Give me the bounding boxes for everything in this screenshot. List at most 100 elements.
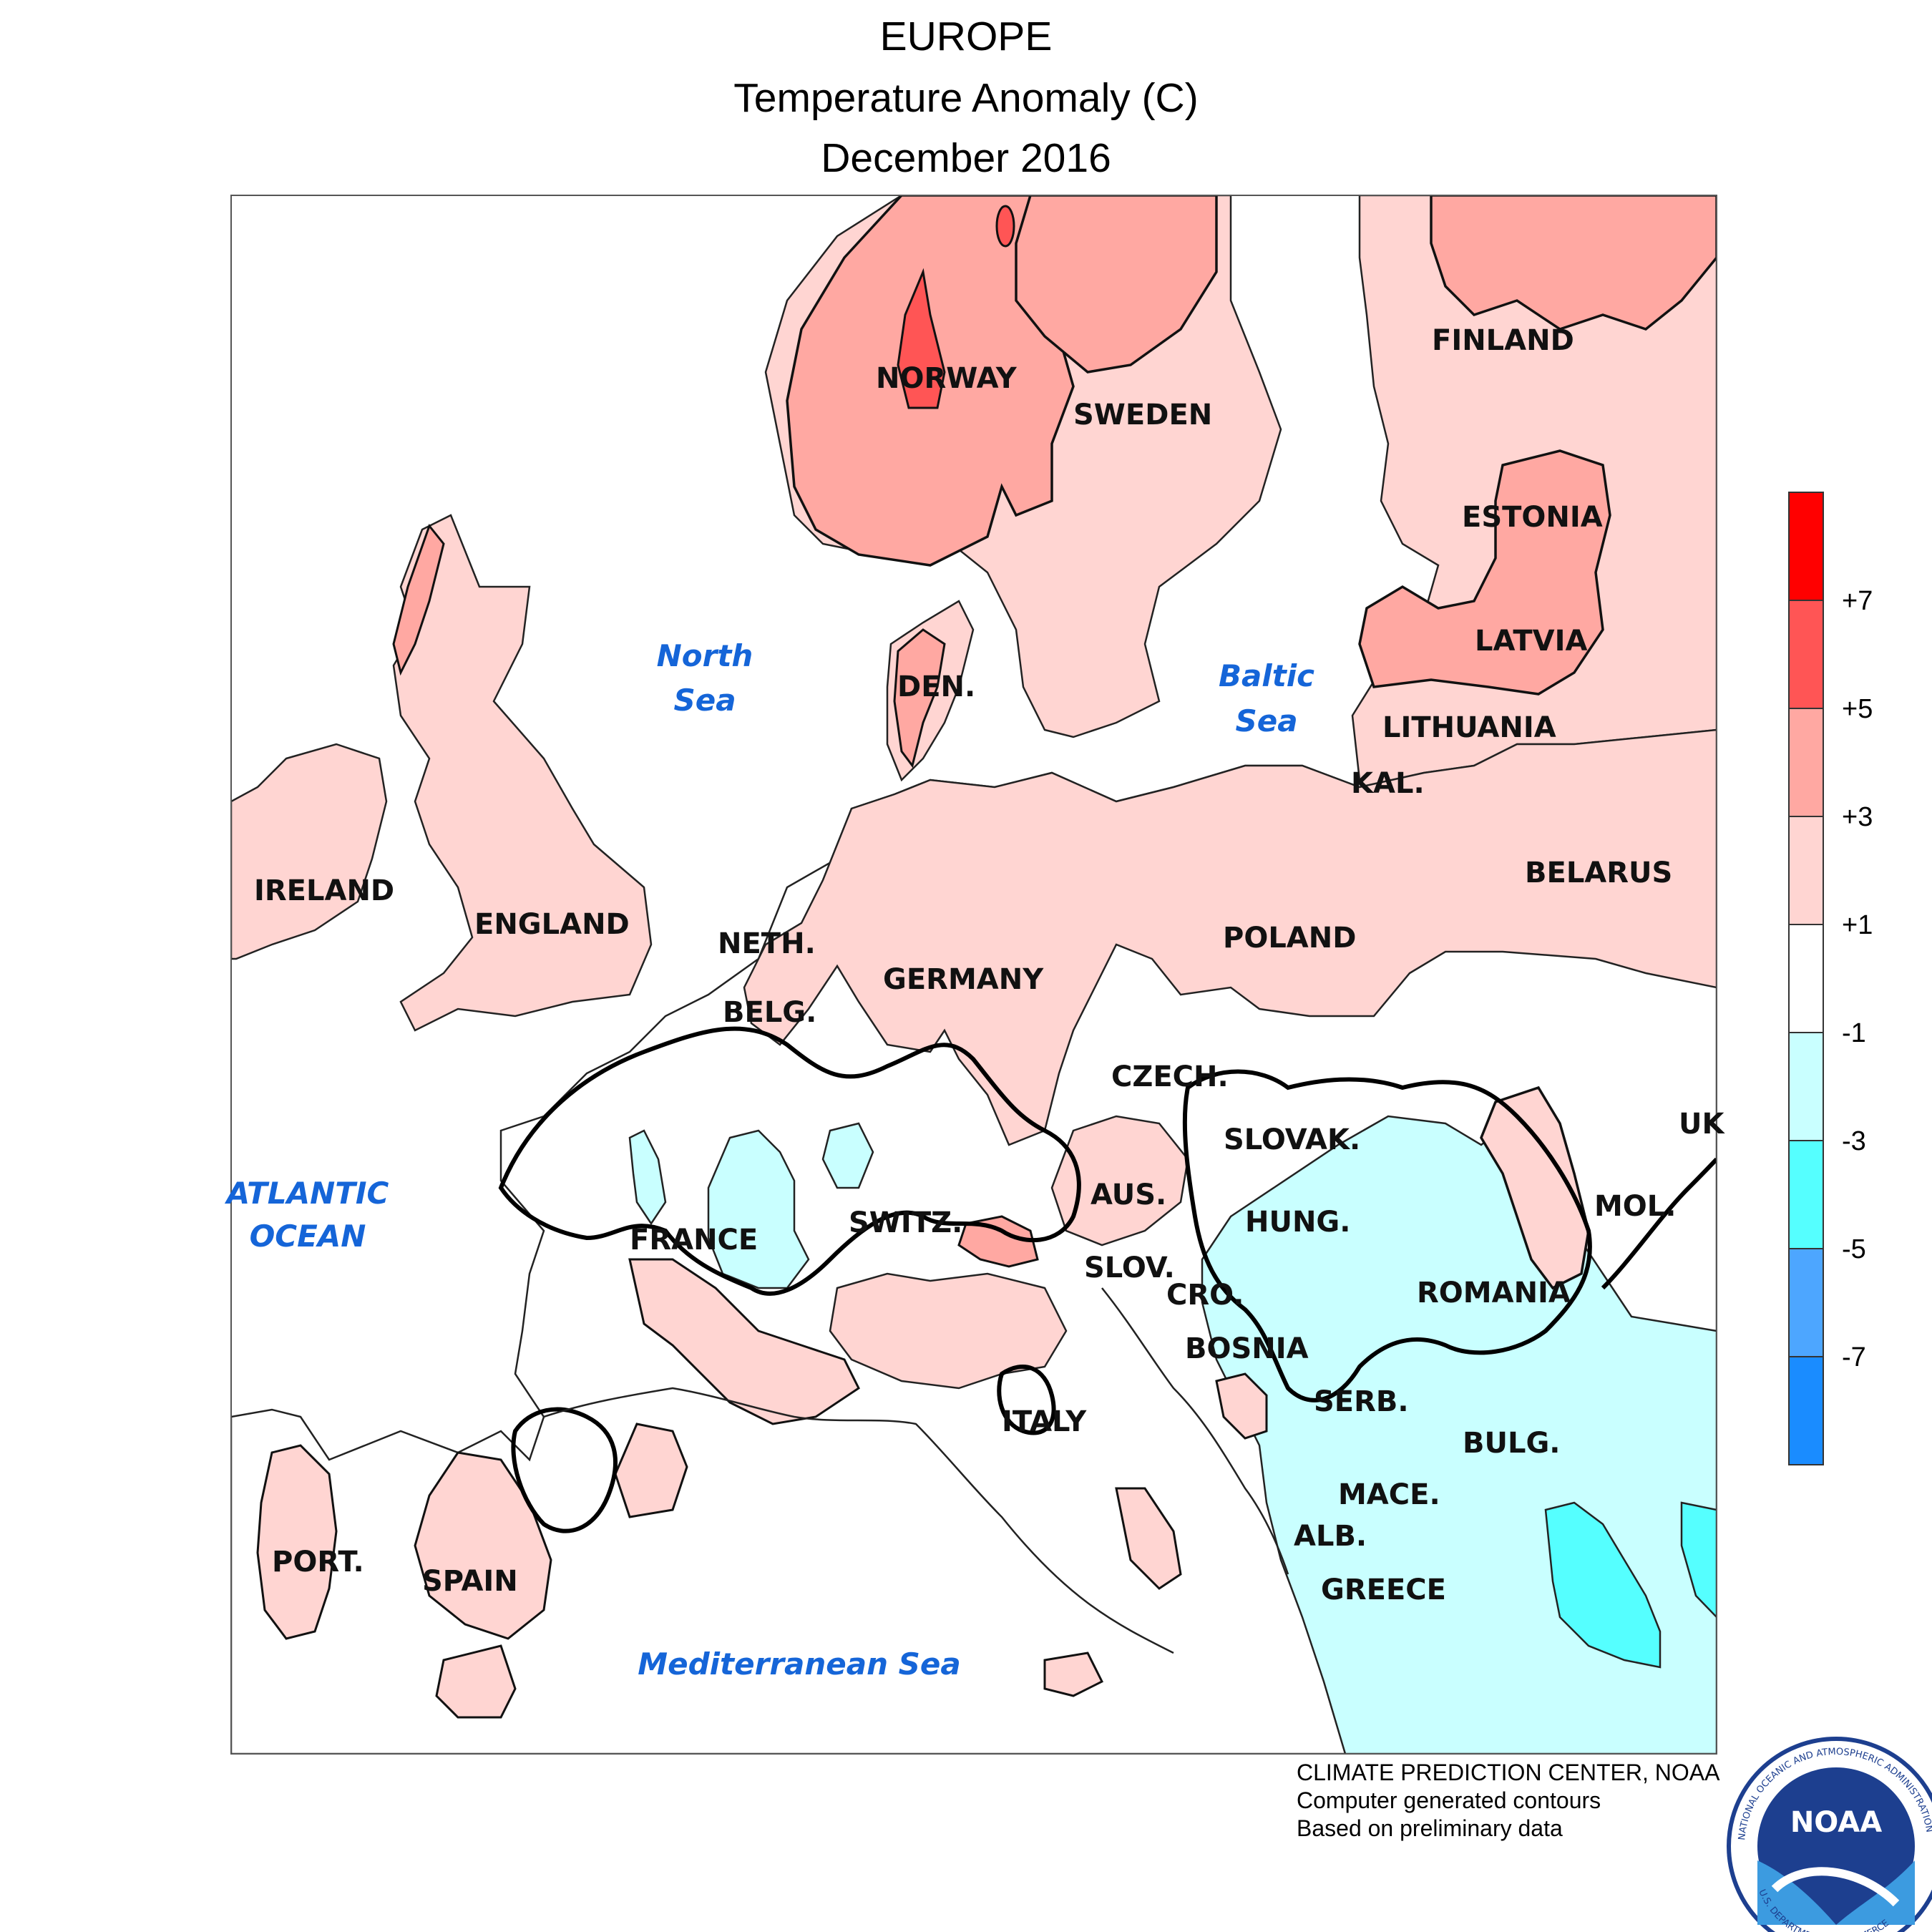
title-variable: Temperature Anomaly (C) [733, 75, 1199, 121]
anomaly-norway-hot-small [995, 205, 1015, 248]
anomaly-finland-warm [1430, 195, 1717, 331]
zero-contour-france [498, 1026, 1081, 1296]
anomaly-sweden-north-warm [1015, 195, 1218, 374]
label-greece: GREECE [1321, 1574, 1446, 1606]
anomaly-croatia-bosnia-warm [1215, 1372, 1268, 1440]
label-norway: NORWAY [876, 362, 1018, 395]
title-period: December 2016 [821, 135, 1111, 181]
legend-bin-7 [1789, 1249, 1823, 1357]
legend-bin-4 [1789, 924, 1823, 1033]
label-belarus: BELARUS [1525, 857, 1672, 889]
label-serb: SERB. [1314, 1385, 1409, 1418]
country-labels: NORWAY SWEDEN FINLAND ESTONIA LATVIA LIT… [254, 324, 1725, 1606]
label-north-sea-line2: Sea [673, 683, 736, 718]
label-sweden: SWEDEN [1073, 399, 1212, 431]
label-estonia: ESTONIA [1462, 501, 1603, 534]
map-frame [230, 195, 1717, 1755]
legend-bin-8 [1789, 1357, 1823, 1465]
label-czech: CZECH. [1111, 1060, 1229, 1093]
anomaly-aegean-cool [1544, 1501, 1662, 1669]
anomaly-sicily-warm [1043, 1652, 1104, 1697]
legend-tick-2: +3 [1842, 802, 1873, 832]
anomaly-scotland-warm [392, 523, 445, 676]
label-north-sea-line1: North [657, 638, 753, 673]
legend-tick-5: -3 [1842, 1126, 1866, 1156]
coastline-adriatic [1101, 1287, 1289, 1575]
anomaly-portugal-warm [256, 1444, 338, 1640]
label-mace: MACE. [1338, 1478, 1440, 1511]
anomaly-italy-south-warm [1115, 1487, 1182, 1590]
noaa-logo: NOAA NATIONAL OCEANIC AND ATMOSPHERIC AD… [1727, 1737, 1932, 1932]
label-finland: FINLAND [1432, 324, 1574, 357]
zero-contour-iberia [511, 1407, 618, 1533]
anomaly-baltic-warm [1358, 449, 1611, 696]
sea-labels: North Sea Baltic Sea ATLANTIC OCEAN Medi… [225, 638, 1314, 1682]
label-mol: MOL. [1594, 1190, 1677, 1223]
anomaly-denmark-warm [893, 628, 946, 769]
anomaly-romania-warm [1480, 1085, 1590, 1290]
label-england: ENGLAND [474, 908, 630, 941]
legend-bin-6 [1789, 1141, 1823, 1249]
land-great-britain [392, 514, 653, 1032]
legend-frame [1788, 492, 1824, 1465]
anomaly-france-warm-south [628, 1258, 860, 1425]
label-atlantic-line1: ATLANTIC [225, 1176, 389, 1211]
legend-colorbar: +7 +5 +3 +1 -1 -3 -5 -7 [1788, 492, 1873, 1465]
legend-tick-3: +1 [1842, 910, 1873, 940]
anomaly-austria-warm [1050, 1115, 1189, 1246]
legend-bin-3 [1789, 816, 1823, 924]
label-slov: SLOV. [1084, 1252, 1175, 1284]
label-atlantic-line2: OCEAN [250, 1219, 366, 1254]
label-bulg: BULG. [1463, 1427, 1560, 1460]
anomaly-norway-hot [897, 268, 946, 409]
legend-tick-4: -1 [1842, 1018, 1866, 1048]
zero-contour-balkans [1182, 1069, 1592, 1402]
label-switz: SWITZ. [849, 1206, 962, 1239]
label-latvia: LATVIA [1475, 625, 1587, 658]
land-ireland [231, 743, 388, 960]
anomaly-central-france-cool [707, 1129, 810, 1289]
label-romania: ROMANIA [1417, 1277, 1571, 1309]
anomaly-atlantic-france-cool [628, 1129, 667, 1226]
noaa-logo-wordmark: NOAA [1790, 1806, 1882, 1839]
legend-tick-6: -5 [1842, 1234, 1866, 1264]
label-lithuania: LITHUANIA [1382, 711, 1556, 744]
label-belg: BELG. [723, 996, 816, 1029]
zero-contour-italy [997, 1365, 1056, 1435]
zero-contour-east [1601, 1157, 1717, 1290]
legend-bin-2 [1789, 708, 1823, 816]
coastline-mediterranean [543, 1387, 1174, 1654]
credit-method: Computer generated contours [1297, 1787, 1601, 1813]
label-cro: CRO. [1166, 1279, 1244, 1312]
anomaly-east-france-cool [821, 1122, 874, 1189]
legend-tick-7: -7 [1842, 1342, 1866, 1372]
label-alb: ALB. [1294, 1520, 1367, 1553]
map-contents [231, 195, 1717, 1754]
label-port: PORT. [272, 1546, 364, 1579]
credit-source: CLIMATE PREDICTION CENTER, NOAA [1297, 1760, 1720, 1785]
legend-bin-1 [1789, 600, 1823, 708]
anomaly-alps-warm [957, 1215, 1039, 1268]
label-mediterranean-sea: Mediterranean Sea [638, 1646, 960, 1682]
label-kal: KAL. [1351, 767, 1425, 800]
anomaly-central-europe-warm [743, 728, 1717, 1146]
anomaly-andalusia-warm [435, 1644, 517, 1719]
label-aus: AUS. [1091, 1179, 1166, 1211]
credit-data-note: Based on preliminary data [1297, 1815, 1563, 1841]
label-baltic-sea-line2: Sea [1235, 703, 1297, 738]
title-region: EUROPE [879, 14, 1053, 59]
label-den: DEN. [897, 670, 975, 703]
anomaly-turkey-cool [1680, 1501, 1717, 1619]
label-germany: GERMANY [883, 963, 1044, 996]
label-spain: SPAIN [422, 1565, 518, 1598]
legend-tick-1: +5 [1842, 694, 1873, 724]
label-uk: UK [1679, 1108, 1725, 1141]
label-slovak: SLOVAK. [1224, 1123, 1360, 1156]
legend-bin-0 [1789, 492, 1823, 600]
label-france: FRANCE [630, 1224, 758, 1257]
label-baltic-sea-line1: Baltic [1219, 658, 1314, 693]
legend-bin-5 [1789, 1033, 1823, 1141]
label-poland: POLAND [1223, 922, 1356, 955]
label-neth: NETH. [718, 927, 816, 960]
